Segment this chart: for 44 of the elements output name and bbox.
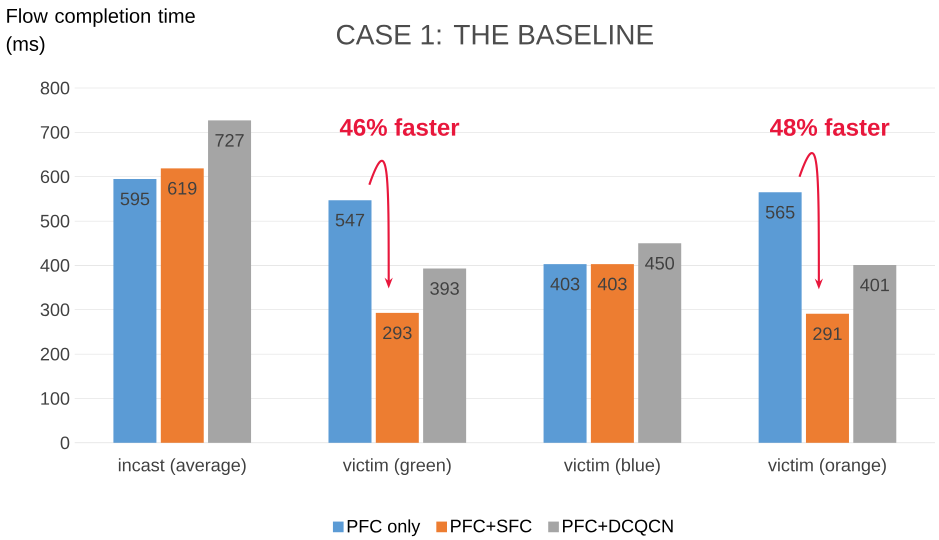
data-label: 403 — [550, 278, 580, 291]
data-label: 403 — [598, 278, 627, 291]
y-tick-label: 300 — [40, 304, 70, 316]
bar — [113, 179, 156, 443]
y-tick-label: 700 — [40, 126, 70, 139]
bar — [853, 265, 896, 443]
x-tick-label: victim (blue) — [564, 458, 660, 476]
y-tick-label: 600 — [40, 170, 70, 184]
y-tick-label: 400 — [40, 259, 70, 272]
legend-label: PFC only — [348, 519, 420, 536]
data-label: 291 — [813, 327, 842, 340]
data-label: 595 — [120, 192, 150, 206]
bar — [208, 120, 252, 443]
y-tick-label: 800 — [40, 82, 70, 95]
data-label: 393 — [430, 282, 459, 295]
bar — [423, 268, 466, 443]
data-label: 619 — [168, 182, 196, 195]
bar — [758, 192, 802, 443]
legend-label: PFC+SFC — [451, 520, 532, 532]
data-label: 565 — [766, 206, 794, 219]
data-label: 727 — [215, 134, 244, 147]
y-tick-label: 0 — [60, 436, 70, 450]
data-label: 450 — [645, 256, 674, 270]
data-label: 401 — [860, 278, 889, 292]
y-tick-label: 500 — [40, 214, 70, 228]
x-tick-label: victim (orange) — [768, 458, 886, 476]
bar — [590, 264, 634, 443]
annotation: 46% faster — [340, 118, 460, 136]
x-tick-label: incast (average) — [118, 458, 246, 476]
bar — [638, 243, 682, 443]
data-label: 547 — [336, 214, 364, 226]
bar — [806, 314, 849, 443]
bar — [376, 312, 419, 443]
annotation: 48% faster — [770, 118, 890, 136]
chart-title: CASE 1: THE BASELINE — [336, 24, 653, 45]
bar — [544, 264, 587, 443]
data-label: 293 — [383, 326, 412, 340]
bar — [328, 200, 372, 443]
bar — [160, 168, 204, 443]
x-tick-label: victim (green) — [342, 458, 451, 476]
y-tick-label: 200 — [40, 348, 70, 361]
y-tick-label: 100 — [41, 392, 70, 405]
y-axis-title: Flow completion time (ms) — [6, 8, 195, 56]
legend-label: PFC+DCQCN — [563, 520, 673, 536]
